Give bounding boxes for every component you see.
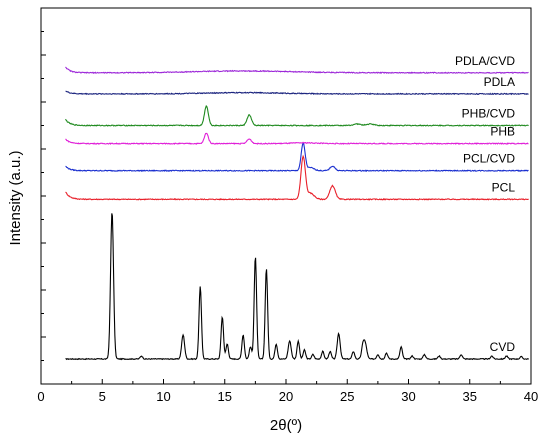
x-tick-label: 20 bbox=[279, 389, 293, 404]
x-tick-label: 5 bbox=[99, 389, 106, 404]
series-label-pdla-cvd: PDLA/CVD bbox=[455, 54, 515, 68]
series-label-cvd: CVD bbox=[490, 340, 516, 354]
series-line-cvd bbox=[65, 213, 529, 361]
series-line-phb bbox=[65, 132, 529, 145]
series-label-phb-cvd: PHB/CVD bbox=[462, 106, 516, 120]
series-line-pdla-cvd bbox=[65, 66, 529, 75]
series-labels: CVD PCL PCL/CVD PHB PHB/CVD PDLA PDLA/CVD bbox=[455, 54, 515, 354]
series-label-pdla: PDLA bbox=[484, 75, 515, 89]
series-label-pcl: PCL bbox=[492, 180, 516, 194]
x-tick-label: 35 bbox=[463, 389, 477, 404]
series-line-phb-cvd bbox=[65, 105, 529, 127]
x-tick-label: 40 bbox=[524, 389, 538, 404]
series-label-phb: PHB bbox=[490, 125, 515, 139]
x-tick-label: 15 bbox=[218, 389, 232, 404]
y-axis-title: Intensity (a.u.) bbox=[7, 150, 24, 245]
x-axis-title: 2θ(º) bbox=[270, 417, 302, 434]
x-tick-label: 25 bbox=[340, 389, 354, 404]
x-tick-label: 10 bbox=[156, 389, 170, 404]
series-group bbox=[65, 66, 529, 361]
series-line-pdla bbox=[65, 90, 529, 96]
series-line-pcl-cvd bbox=[65, 141, 529, 173]
axis-ticks: 0 5 10 15 20 25 30 35 40 bbox=[37, 31, 538, 404]
series-label-pcl-cvd: PCL/CVD bbox=[463, 152, 515, 166]
x-tick-label: 30 bbox=[401, 389, 415, 404]
series-line-pcl bbox=[65, 154, 529, 201]
x-tick-label: 0 bbox=[37, 389, 44, 404]
